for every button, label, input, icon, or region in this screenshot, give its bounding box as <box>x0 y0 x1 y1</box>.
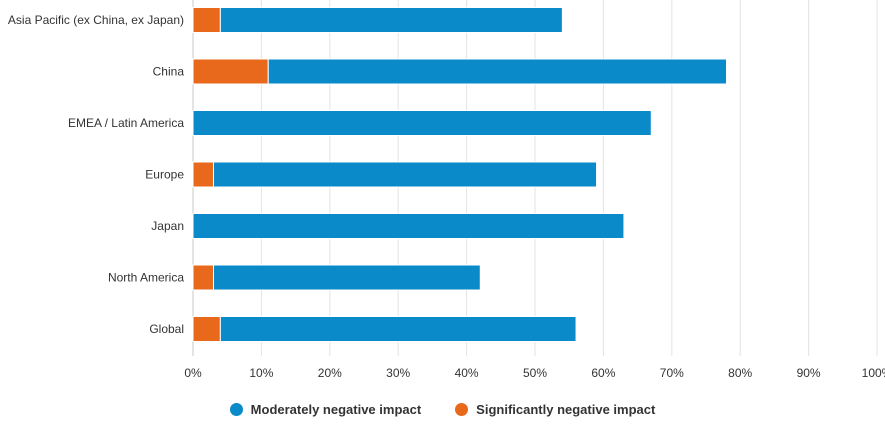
bar-segment[interactable] <box>192 316 221 342</box>
x-tick-label: 0% <box>184 366 202 380</box>
bar-segment[interactable] <box>213 161 598 188</box>
bar-segment[interactable] <box>267 58 728 85</box>
bar-segment[interactable] <box>219 316 577 342</box>
x-tick-label: 10% <box>249 366 273 380</box>
category-label: Global <box>149 322 184 336</box>
bar-segment[interactable] <box>192 264 215 291</box>
legend-item-moderate[interactable]: Moderately negative impact <box>229 402 422 417</box>
bar-segment[interactable] <box>192 58 269 85</box>
x-tick-label: 20% <box>318 366 342 380</box>
legend-label-moderate: Moderately negative impact <box>250 402 422 417</box>
x-tick-label: 70% <box>660 366 684 380</box>
bar-segment[interactable] <box>192 161 215 188</box>
category-label: Asia Pacific (ex China, ex Japan) <box>8 13 184 27</box>
x-tick-label: 100% <box>862 366 885 380</box>
x-tick-label: 40% <box>455 366 479 380</box>
legend-label-significant: Significantly negative impact <box>476 402 656 417</box>
legend: Moderately negative impact Significantly… <box>0 402 885 417</box>
stacked-bar-chart: Asia Pacific (ex China, ex Japan) China EM… <box>8 0 885 380</box>
legend-marker-significant <box>455 403 469 416</box>
bar-segment[interactable] <box>219 7 563 33</box>
x-tick-label: 80% <box>728 366 752 380</box>
x-axis-tick-labels: 0% 10% 20% 30% 40% 50% 60% 70% 80% 90% 100% <box>184 366 885 380</box>
bar-segment[interactable] <box>192 213 625 239</box>
category-label: Japan <box>151 219 184 233</box>
legend-item-significant[interactable]: Significantly negative impact <box>455 402 655 417</box>
bar-segment[interactable] <box>192 110 652 136</box>
category-labels: Asia Pacific (ex China, ex Japan) China EM… <box>8 13 184 336</box>
x-tick-label: 30% <box>386 366 410 380</box>
bar-segment[interactable] <box>192 7 221 33</box>
category-label: China <box>153 65 185 79</box>
category-label: North America <box>108 271 184 285</box>
x-tick-label: 50% <box>523 366 547 380</box>
x-tick-label: 90% <box>797 366 821 380</box>
category-label: Europe <box>145 168 184 182</box>
legend-marker-moderate <box>229 403 243 416</box>
x-tick-label: 60% <box>591 366 615 380</box>
bar-segment[interactable] <box>213 264 481 291</box>
category-label: EMEA / Latin America <box>68 116 184 130</box>
bars <box>192 7 728 342</box>
